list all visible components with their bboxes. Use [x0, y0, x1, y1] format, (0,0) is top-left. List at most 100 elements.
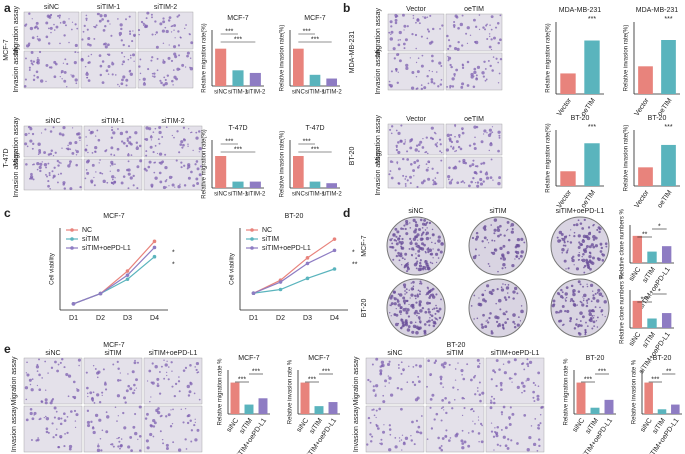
cell	[374, 394, 377, 397]
cell	[91, 399, 94, 402]
cell	[455, 16, 459, 19]
cell	[441, 437, 445, 440]
cell	[187, 143, 189, 145]
cell	[87, 55, 90, 57]
cell	[192, 149, 194, 152]
colony	[425, 236, 430, 241]
bar	[314, 406, 324, 414]
cell	[490, 395, 493, 398]
colony	[413, 263, 418, 267]
cell	[400, 388, 403, 391]
cell	[144, 24, 149, 28]
cell	[162, 17, 165, 20]
cell	[184, 366, 188, 370]
cell	[194, 366, 196, 368]
colony	[399, 252, 403, 255]
cell	[409, 57, 411, 59]
cell	[135, 387, 137, 389]
colony	[417, 289, 420, 292]
cell	[466, 42, 469, 45]
colony	[596, 291, 599, 294]
colony	[577, 219, 580, 222]
colony	[393, 313, 397, 316]
cell	[416, 166, 420, 169]
cell	[164, 165, 168, 170]
cell	[423, 86, 427, 90]
cell	[510, 439, 513, 442]
group-label: MCF-7	[103, 342, 124, 349]
cell	[435, 133, 437, 135]
cell	[127, 160, 130, 163]
colony	[401, 257, 404, 260]
cell	[404, 436, 409, 440]
chart-title: BT-20	[648, 115, 667, 122]
colony	[406, 328, 411, 332]
colony	[423, 218, 427, 222]
colony	[571, 258, 575, 263]
panel-label: a	[4, 1, 11, 15]
cell	[454, 124, 457, 127]
cell	[98, 54, 102, 58]
colony	[504, 283, 507, 286]
colony	[409, 222, 411, 224]
cell	[190, 41, 194, 45]
cell	[187, 145, 189, 147]
cell	[476, 387, 479, 389]
cell	[31, 417, 35, 421]
cell	[45, 166, 48, 169]
cell	[28, 66, 31, 69]
cell	[166, 74, 170, 77]
cell	[136, 187, 139, 190]
cell	[491, 69, 494, 72]
cell	[400, 407, 403, 411]
group-label: T-47D	[3, 148, 10, 167]
point	[125, 277, 130, 282]
colony	[398, 240, 402, 244]
column-label: siTIM+oePD-L1	[556, 208, 605, 215]
row-label: Migration assay	[13, 116, 20, 166]
colony	[600, 309, 604, 312]
cell	[415, 61, 418, 64]
cell	[539, 422, 542, 425]
cell	[448, 166, 451, 170]
colony	[601, 259, 605, 262]
cell	[428, 69, 431, 72]
cell	[97, 138, 101, 142]
cell	[158, 142, 161, 145]
cell	[443, 409, 445, 411]
cell	[488, 35, 491, 38]
cell	[461, 396, 465, 400]
cell	[58, 16, 61, 19]
cell	[390, 33, 392, 36]
colony	[569, 241, 573, 244]
cell	[90, 130, 94, 134]
colony	[567, 248, 569, 250]
colony	[591, 315, 594, 317]
cell	[497, 61, 499, 64]
y-axis-label: Relative migration rate %	[564, 358, 570, 426]
cell	[538, 444, 541, 448]
cell	[128, 15, 131, 18]
cell	[521, 362, 525, 365]
cell	[534, 384, 537, 386]
cell	[433, 361, 436, 365]
cell	[158, 171, 162, 175]
cell	[30, 59, 33, 62]
cell	[498, 134, 501, 137]
cell	[133, 35, 136, 37]
colony	[506, 229, 508, 232]
cell	[187, 414, 191, 417]
cell	[399, 139, 403, 143]
colony	[520, 250, 524, 254]
colony	[401, 321, 405, 324]
cell	[475, 77, 479, 81]
cell	[497, 82, 500, 84]
colony	[588, 312, 592, 317]
cell	[132, 174, 135, 178]
cell	[173, 24, 177, 27]
colony	[561, 247, 565, 252]
cell	[381, 363, 385, 368]
cell	[489, 176, 493, 180]
colony	[401, 237, 404, 241]
cell	[527, 365, 530, 368]
